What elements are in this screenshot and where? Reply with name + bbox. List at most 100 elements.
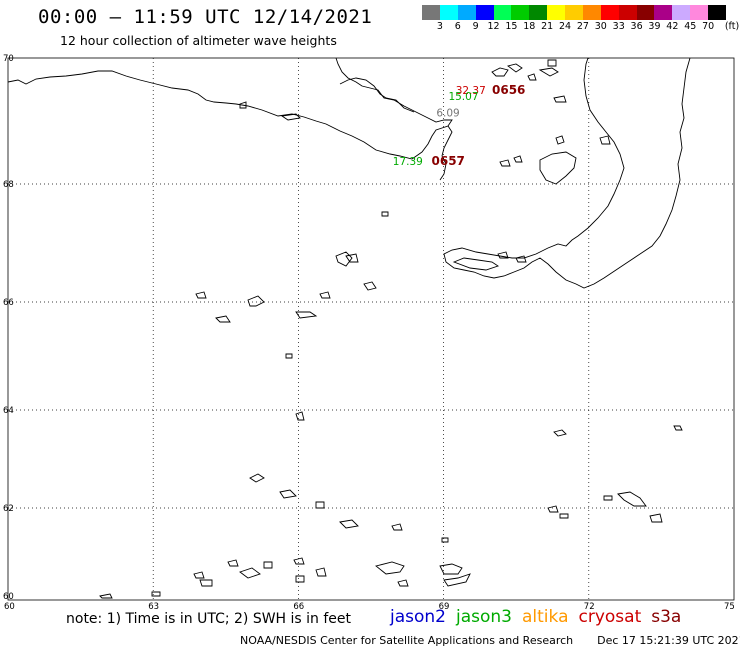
colorbar-label: 24 bbox=[559, 21, 572, 32]
island bbox=[195, 291, 207, 299]
colorbar-label: 3 bbox=[436, 21, 443, 32]
map-subtitle: 12 hour collection of altimeter wave hei… bbox=[60, 33, 337, 48]
legend-s3a: s3a bbox=[651, 607, 682, 627]
island bbox=[499, 159, 511, 167]
colorbar-swatch bbox=[439, 5, 458, 20]
island bbox=[559, 513, 569, 519]
latitude-label: 70 bbox=[3, 54, 14, 64]
colorbar-swatch bbox=[511, 5, 530, 20]
longitude-label: 75 bbox=[724, 602, 735, 612]
island bbox=[319, 291, 331, 299]
island bbox=[249, 473, 265, 483]
island bbox=[443, 573, 471, 587]
island bbox=[335, 251, 353, 267]
island bbox=[151, 591, 161, 597]
island bbox=[363, 281, 377, 291]
island bbox=[227, 559, 239, 567]
coastline bbox=[7, 57, 691, 289]
colorbar-label: 33 bbox=[612, 21, 625, 32]
island bbox=[247, 295, 265, 307]
colorbar-swatch bbox=[672, 5, 691, 20]
legend-jason2: jason2 bbox=[390, 607, 446, 627]
island bbox=[345, 253, 359, 263]
island bbox=[555, 135, 565, 145]
colorbar-label: 45 bbox=[684, 21, 697, 32]
island bbox=[538, 67, 559, 77]
legend-jason3: jason3 bbox=[456, 607, 512, 627]
island bbox=[339, 519, 359, 529]
colorbar-swatch bbox=[636, 5, 655, 20]
colorbar-swatch bbox=[708, 5, 726, 20]
colorbar-label: 70 bbox=[702, 21, 715, 32]
island bbox=[497, 251, 509, 259]
longitude-label: 66 bbox=[293, 602, 304, 612]
coastline-gulf-islands bbox=[452, 257, 500, 271]
island bbox=[293, 557, 305, 565]
map-frame bbox=[7, 57, 735, 601]
map-axis-labels: 60 63 66 69 72 75 60 62 64 66 68 70 bbox=[3, 54, 735, 612]
island bbox=[515, 255, 527, 263]
island bbox=[603, 495, 613, 501]
island bbox=[99, 593, 113, 599]
colorbar-label: 36 bbox=[630, 21, 643, 32]
island bbox=[539, 151, 577, 185]
latitude-label: 62 bbox=[3, 504, 14, 514]
island bbox=[285, 353, 293, 359]
colorbar-swatch bbox=[582, 5, 601, 20]
colorbar-swatch bbox=[422, 5, 440, 20]
island bbox=[315, 567, 327, 577]
footer-note: note: 1) Time is in UTC; 2) SWH is in fe… bbox=[66, 611, 352, 627]
colorbar-labels: 3 6 9 12 15 18 21 24 27 30 33 36 39 42 45 70 (ft) bbox=[422, 21, 740, 33]
colorbar-label: 42 bbox=[666, 21, 679, 32]
colorbar-swatch bbox=[565, 5, 583, 20]
map-grid bbox=[8, 58, 734, 600]
island bbox=[599, 135, 611, 145]
island bbox=[279, 489, 297, 499]
colorbar-label: 6 bbox=[454, 21, 461, 32]
coastline-northwest bbox=[7, 57, 453, 160]
island bbox=[215, 315, 231, 323]
islands bbox=[99, 59, 683, 599]
colorbar-label: (ft) bbox=[724, 21, 740, 32]
legend-cryosat: cryosat bbox=[578, 607, 642, 627]
island bbox=[239, 567, 261, 579]
island bbox=[527, 73, 537, 81]
colorbar-label: 18 bbox=[523, 21, 536, 32]
credit-text: NOAA/NESDIS Center for Satellite Applica… bbox=[240, 634, 574, 647]
legend-altika: altika bbox=[522, 607, 569, 627]
island bbox=[441, 537, 449, 543]
island bbox=[553, 95, 567, 103]
island bbox=[391, 523, 403, 531]
longitude-label: 72 bbox=[584, 602, 595, 612]
island bbox=[553, 429, 567, 437]
wave-height-label: 6.09 bbox=[436, 108, 459, 120]
coastline-bay bbox=[439, 125, 453, 181]
coastline-east bbox=[443, 57, 691, 289]
island bbox=[513, 155, 523, 163]
island bbox=[617, 491, 647, 507]
island bbox=[375, 561, 405, 575]
island bbox=[263, 561, 273, 569]
colorbar-label: 9 bbox=[472, 21, 479, 32]
colorbar-swatch bbox=[529, 5, 548, 20]
altimeter-observations: 32.37 0656 15.07 6.09 17.39 0657 bbox=[393, 83, 526, 168]
pass-time-label: 0656 bbox=[492, 83, 525, 97]
island bbox=[649, 513, 663, 523]
colorbar-swatch bbox=[618, 5, 637, 20]
colorbar-swatch bbox=[690, 5, 708, 20]
island bbox=[295, 411, 305, 421]
colorbar-swatch bbox=[457, 5, 476, 20]
island bbox=[491, 67, 509, 77]
island bbox=[315, 501, 325, 509]
satellite-legend: jason2 jason3 altika cryosat s3a bbox=[390, 607, 691, 627]
island bbox=[673, 425, 683, 431]
colorbar-swatch bbox=[600, 5, 619, 20]
pass-time-label: 0657 bbox=[432, 154, 465, 168]
wave-height-label: 15.07 bbox=[448, 91, 478, 103]
colorbar-label: 30 bbox=[594, 21, 607, 32]
colorbar-swatch bbox=[493, 5, 512, 20]
longitude-label: 63 bbox=[148, 602, 159, 612]
credit-timestamp: Dec 17 15:21:39 UTC 2021 bbox=[597, 634, 740, 647]
island bbox=[547, 505, 559, 513]
